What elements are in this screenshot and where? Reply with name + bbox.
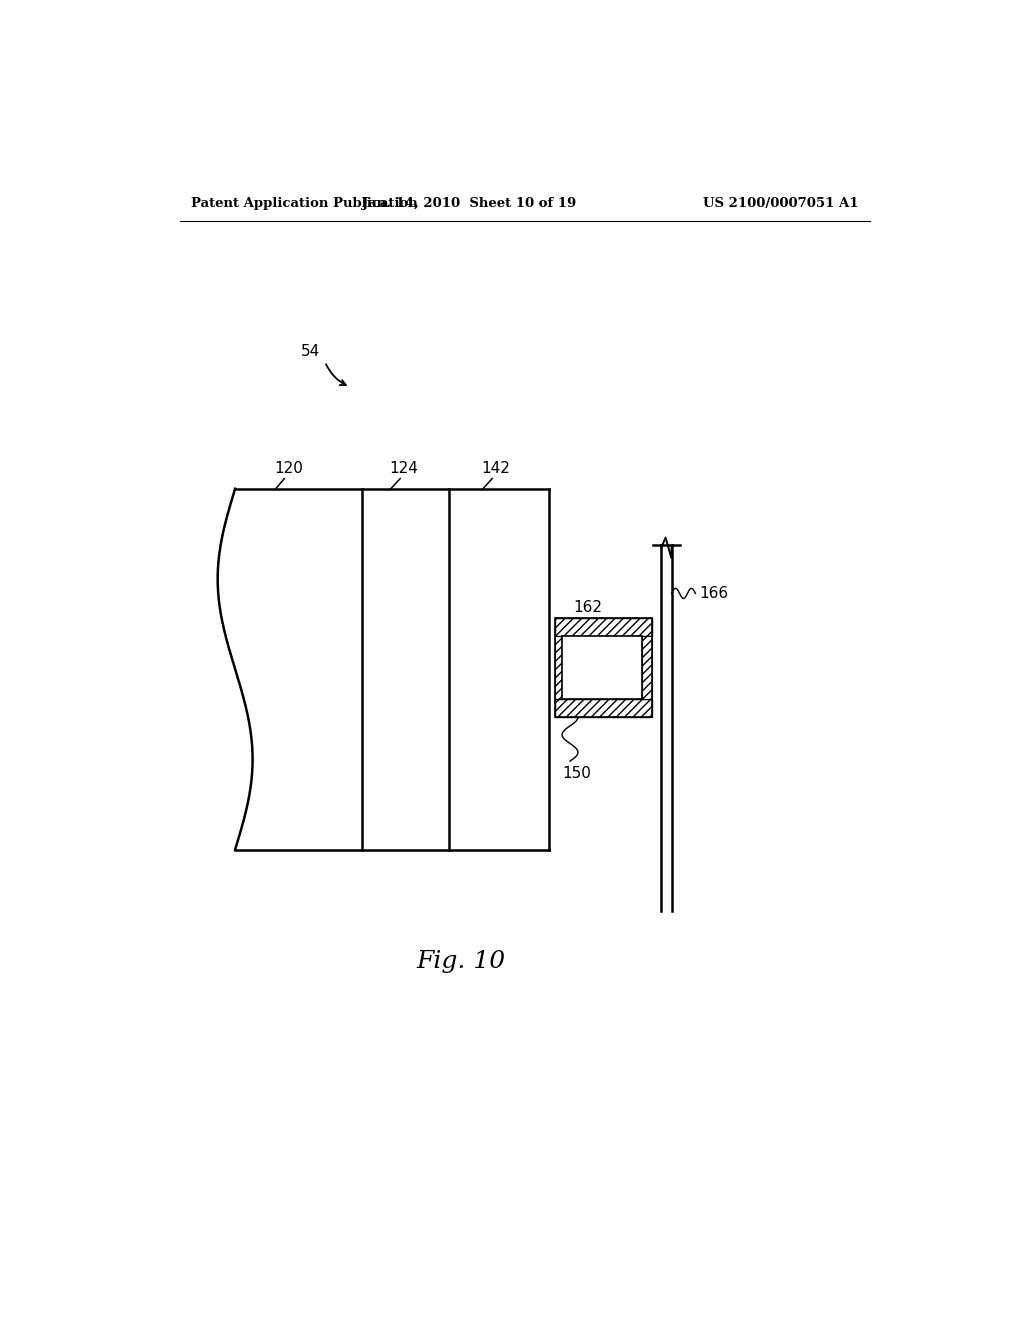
Text: Jan. 14, 2010  Sheet 10 of 19: Jan. 14, 2010 Sheet 10 of 19 — [362, 197, 577, 210]
Text: US 2100/0007051 A1: US 2100/0007051 A1 — [702, 197, 858, 210]
Text: 162: 162 — [573, 601, 603, 615]
Bar — [555, 636, 561, 700]
Bar — [561, 636, 642, 700]
Bar — [555, 618, 652, 718]
Bar — [555, 618, 652, 636]
Text: 120: 120 — [273, 461, 303, 477]
Text: 166: 166 — [699, 586, 728, 601]
Text: Fig. 10: Fig. 10 — [417, 950, 506, 973]
Bar — [555, 700, 652, 718]
Text: 142: 142 — [482, 461, 511, 477]
Text: 54: 54 — [301, 345, 321, 359]
Text: Patent Application Publication: Patent Application Publication — [191, 197, 418, 210]
Bar — [642, 636, 651, 700]
Text: 150: 150 — [562, 766, 591, 781]
Text: 124: 124 — [390, 461, 419, 477]
